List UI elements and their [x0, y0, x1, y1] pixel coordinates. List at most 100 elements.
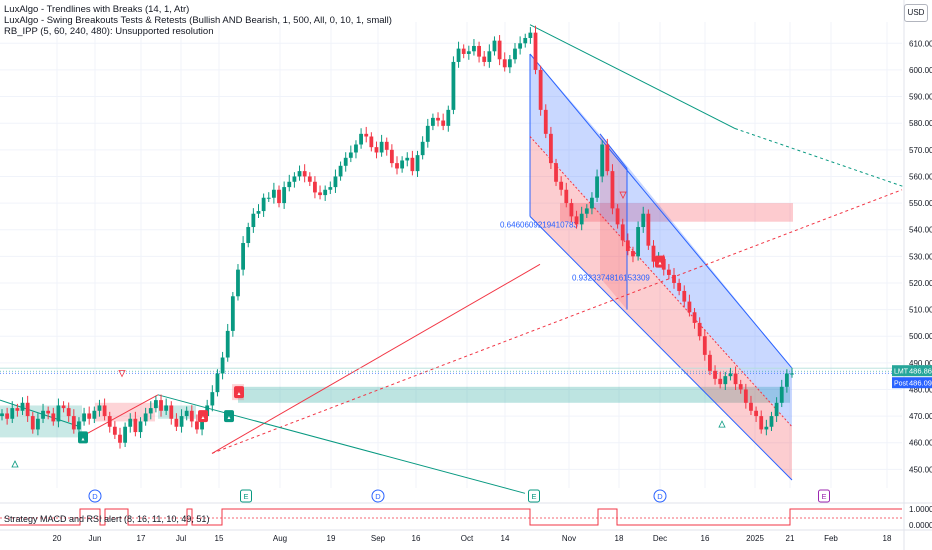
candle [118, 427, 122, 449]
candle [153, 395, 158, 413]
candle-body [774, 402, 779, 417]
candle [364, 126, 369, 143]
candle-body [384, 141, 389, 150]
candle-body [220, 357, 225, 374]
candle [687, 294, 692, 317]
candle-body [261, 197, 266, 212]
candle-body [764, 426, 769, 430]
legend-trendlines[interactable]: LuxAlgo - Trendlines with Breaks (14, 1,… [4, 4, 190, 15]
time-axis-tick: Oct [461, 534, 474, 543]
candle [590, 192, 594, 215]
candle-body [636, 227, 641, 257]
time-axis-tick: Jul [176, 534, 186, 543]
candle-body [215, 373, 220, 393]
channel-secondary-top [599, 133, 628, 169]
candle [697, 317, 702, 341]
candle [313, 176, 317, 199]
candle-body [548, 133, 553, 164]
candle [784, 369, 789, 393]
candle-body [56, 405, 61, 422]
candle [666, 264, 671, 280]
candle [277, 185, 281, 208]
candle [554, 158, 558, 187]
candle [477, 41, 481, 63]
candle-body [518, 43, 523, 49]
candle [446, 105, 451, 132]
candle [271, 182, 276, 204]
candle-body [313, 181, 317, 193]
candle-body [738, 384, 743, 390]
candle-body [118, 434, 122, 443]
price-axis-tick: 470.00 [909, 412, 932, 421]
candle-body [374, 147, 379, 153]
candle [128, 413, 133, 433]
price-axis-tick: 500.00 [909, 332, 932, 341]
legend-swing-breakouts[interactable]: LuxAlgo - Swing Breakouts Tests & Retest… [4, 15, 392, 26]
candle [20, 397, 25, 416]
candle [400, 156, 405, 173]
candle [123, 422, 128, 447]
candle-body [466, 51, 471, 54]
candle-body [615, 208, 620, 225]
event-marker-earnings[interactable]: E [240, 489, 252, 503]
candle-body [605, 144, 610, 172]
breakout-badge-glyph: ▲ [81, 436, 86, 442]
candle-body [318, 192, 322, 196]
candle [107, 411, 112, 433]
candle-body [487, 51, 492, 62]
candle [723, 371, 728, 391]
candle-body [666, 269, 671, 275]
candle [713, 365, 717, 385]
regression-channel-secondary [600, 133, 627, 310]
candle-body [92, 410, 97, 419]
currency-badge[interactable]: USD [904, 4, 928, 22]
candle [133, 411, 138, 437]
candle [318, 185, 322, 200]
candle-body [579, 213, 584, 225]
event-marker-letter: D [375, 492, 381, 501]
candle [487, 44, 492, 68]
swing-high-marker [118, 370, 126, 378]
candle [359, 128, 363, 149]
candle-body [708, 354, 712, 371]
candle-body [523, 37, 528, 44]
candle-body [702, 336, 707, 355]
candle-body [672, 274, 676, 283]
candle-body [241, 243, 246, 270]
candle [441, 113, 446, 131]
candle [159, 394, 163, 417]
candle-body [328, 187, 333, 190]
candle [369, 132, 374, 152]
candle-body [554, 163, 558, 182]
candle [354, 140, 358, 159]
candle-body [15, 408, 20, 411]
legend-rb-ipp[interactable]: RB_IPP (5, 60, 240, 480): Unsupported re… [4, 26, 214, 37]
candle [564, 182, 569, 208]
event-marker-earnings[interactable]: E [818, 489, 830, 503]
price-axis-tick: 480.00 [909, 385, 932, 394]
candle-body [759, 416, 764, 430]
candle-body [502, 59, 507, 68]
candle [251, 208, 256, 233]
candle [10, 401, 15, 424]
breakdown-badge-glyph: ▲ [201, 415, 206, 421]
price-axis-tick: 520.00 [909, 279, 932, 288]
candle-body [723, 376, 728, 385]
event-marker-dividend[interactable]: D [371, 489, 385, 503]
candle [718, 371, 723, 389]
event-marker-dividend[interactable]: D [88, 489, 102, 503]
event-marker-earnings[interactable]: E [528, 489, 540, 503]
candle [210, 385, 215, 412]
time-axis-tick: 19 [327, 534, 336, 543]
candle-body [359, 133, 363, 145]
price-axis-tick: 610.00 [909, 39, 932, 48]
strategy-pane-title[interactable]: Strategy MACD and RSI alert (8, 16, 11, … [4, 514, 210, 524]
candle [738, 379, 743, 394]
candle-body [164, 405, 169, 411]
event-marker-dividend[interactable]: D [653, 489, 667, 503]
candle-body [251, 213, 256, 228]
candle-body [30, 416, 35, 430]
price-badge-tag: Post [894, 381, 908, 388]
